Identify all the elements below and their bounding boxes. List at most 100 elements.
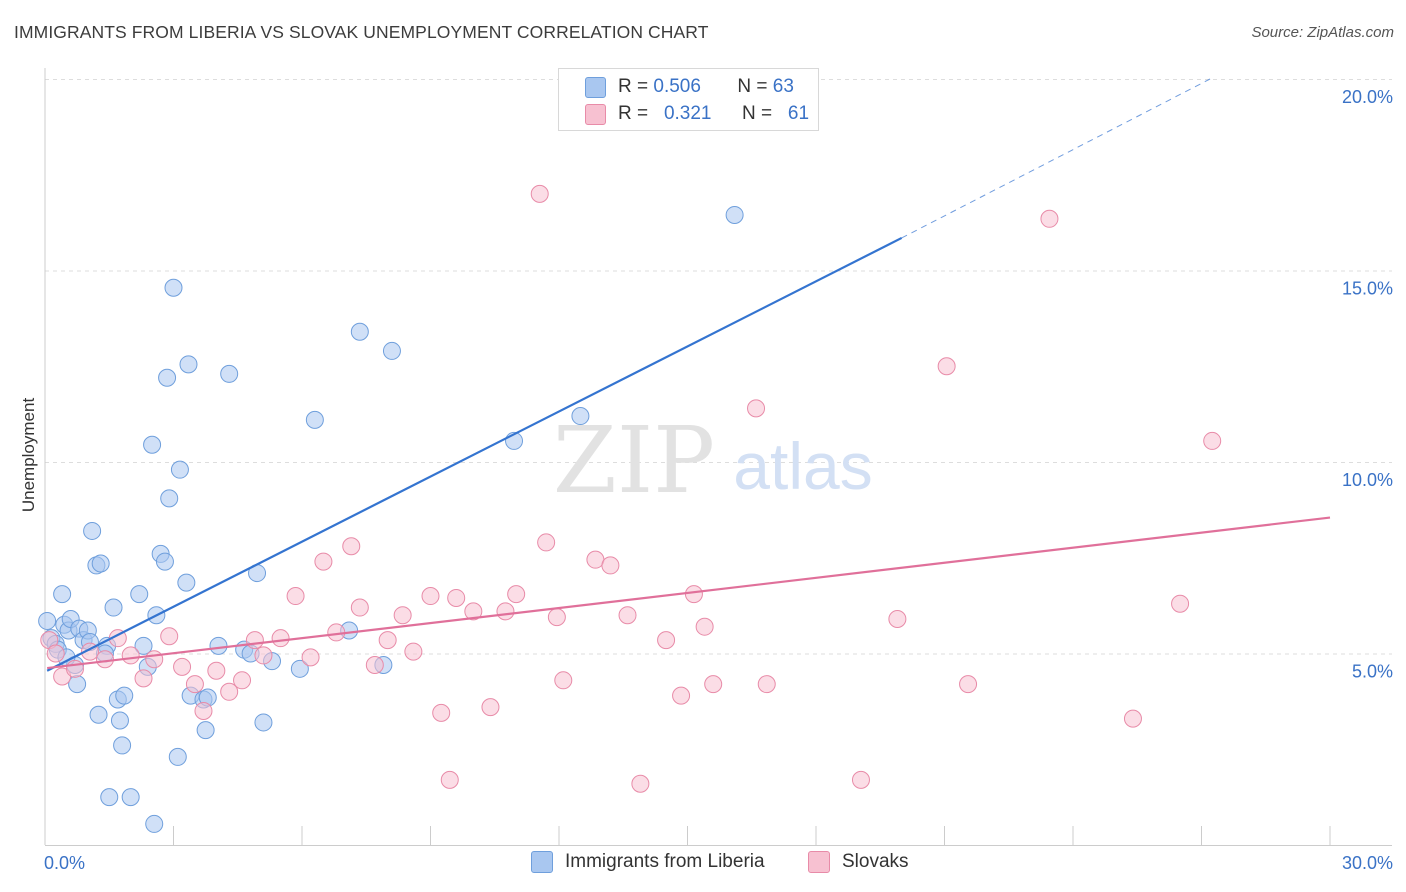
point-slovaks (586, 550, 605, 569)
point-slovaks (496, 602, 515, 621)
trend-line-liberia (46, 236, 903, 672)
point-liberia (91, 554, 110, 573)
point-slovaks (507, 585, 526, 604)
point-slovaks (254, 646, 273, 665)
point-slovaks (245, 631, 264, 650)
watermark-atlas: atlas (733, 429, 872, 503)
point-slovaks (530, 184, 549, 203)
point-slovaks (447, 588, 466, 607)
point-slovaks (888, 610, 907, 629)
legend-row-liberia: R = 0.506 N = 63 (585, 75, 794, 99)
point-slovaks (1171, 594, 1190, 613)
y-tick-label: 5.0% (1352, 662, 1393, 682)
point-liberia (130, 585, 149, 604)
point-slovaks (959, 675, 978, 694)
point-slovaks (440, 770, 459, 789)
y-tick-label: 15.0% (1342, 279, 1393, 299)
legend-swatch-liberia (585, 76, 606, 98)
point-slovaks (160, 627, 179, 646)
point-liberia (382, 341, 401, 360)
legend-n-value: 61 (787, 103, 810, 124)
point-slovaks (537, 533, 556, 552)
chart-source: Source: ZipAtlas.com (1251, 24, 1394, 41)
legend-r-label: R = (618, 103, 649, 124)
point-slovaks (704, 675, 723, 694)
series-legend-liberia[interactable]: Immigrants from Liberia (531, 851, 765, 873)
point-slovaks (432, 703, 451, 722)
series-legend: Immigrants from Liberia Slovaks (0, 851, 1406, 877)
point-liberia (571, 407, 590, 426)
point-slovaks (95, 650, 114, 669)
point-liberia (68, 675, 87, 694)
point-slovaks (65, 659, 84, 678)
point-slovaks (747, 399, 766, 418)
y-tick-label: 10.0% (1342, 470, 1393, 490)
point-liberia (113, 736, 132, 755)
point-slovaks (220, 682, 239, 701)
point-slovaks (314, 552, 333, 571)
point-liberia (121, 788, 140, 807)
point-slovaks (233, 671, 252, 690)
point-slovaks (464, 602, 483, 621)
point-slovaks (684, 585, 703, 604)
point-slovaks (1040, 209, 1059, 228)
point-slovaks (173, 657, 192, 676)
point-slovaks (1123, 709, 1142, 728)
point-slovaks (378, 631, 397, 650)
point-liberia (104, 598, 123, 617)
point-slovaks (207, 661, 226, 680)
point-slovaks (618, 606, 637, 625)
data-points (38, 184, 1222, 833)
point-slovaks (937, 357, 956, 376)
point-slovaks (145, 650, 164, 669)
point-slovaks (547, 608, 566, 627)
point-slovaks (121, 646, 140, 665)
point-slovaks (365, 655, 384, 674)
point-slovaks (672, 686, 691, 705)
y-axis-label: Unemployment (19, 398, 38, 513)
point-slovaks (421, 587, 440, 606)
series-legend-slovaks[interactable]: Slovaks (808, 851, 909, 873)
point-liberia (179, 355, 198, 374)
point-liberia (160, 489, 179, 508)
point-liberia (38, 611, 57, 630)
series-name-liberia: Immigrants from Liberia (565, 851, 765, 872)
point-slovaks (271, 629, 290, 648)
point-slovaks (350, 598, 369, 617)
point-liberia (725, 205, 744, 224)
point-liberia (350, 322, 369, 341)
point-liberia (143, 435, 162, 454)
point-slovaks (554, 671, 573, 690)
point-liberia (115, 686, 134, 705)
point-liberia (83, 521, 102, 540)
point-liberia (164, 278, 183, 297)
point-liberia (290, 659, 309, 678)
point-liberia (145, 814, 164, 833)
point-slovaks (393, 606, 412, 625)
point-liberia (100, 788, 119, 807)
point-liberia (220, 364, 239, 383)
point-slovaks (194, 701, 213, 720)
y-tick-label: 20.0% (1342, 87, 1393, 107)
point-liberia (110, 711, 129, 730)
point-slovaks (757, 675, 776, 694)
point-slovaks (631, 774, 650, 793)
chart-title: IMMIGRANTS FROM LIBERIA VS SLOVAK UNEMPL… (14, 22, 709, 42)
point-liberia (209, 636, 228, 655)
x-tick-label: 30.0% (1342, 853, 1393, 873)
point-slovaks (134, 669, 153, 688)
legend-n-label: N = (737, 76, 768, 97)
series-name-slovaks: Slovaks (842, 851, 909, 872)
legend-r-value: 0.321 (663, 103, 712, 124)
legend-r-label: R = (618, 76, 649, 97)
point-liberia (53, 585, 72, 604)
point-liberia (254, 713, 273, 732)
watermark: ZIP atlas (553, 407, 873, 514)
point-liberia (158, 368, 177, 387)
point-liberia (177, 573, 196, 592)
point-slovaks (342, 537, 361, 556)
trend-line-slovaks (47, 516, 1331, 670)
point-liberia (170, 460, 189, 479)
point-slovaks (695, 617, 714, 636)
